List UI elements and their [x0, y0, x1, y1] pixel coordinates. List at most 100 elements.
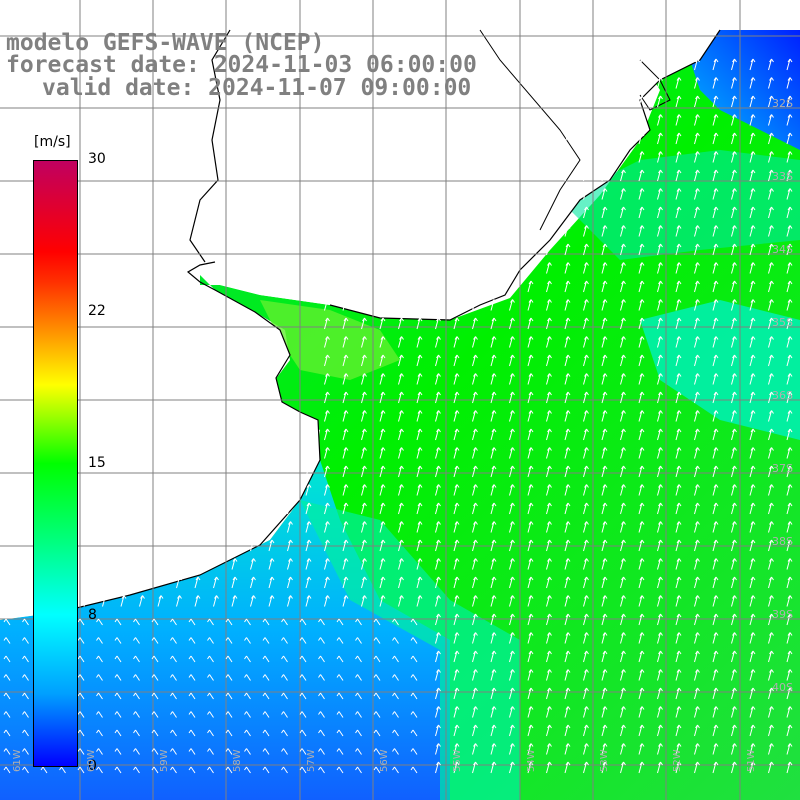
- wind-arrow: [490, 761, 497, 774]
- wind-arrow: [287, 595, 293, 607]
- wind-arrow: [490, 613, 497, 626]
- wind-arrow: [638, 650, 645, 663]
- wind-arrow: [583, 761, 589, 774]
- wind-arrow: [361, 595, 367, 607]
- wind-arrow: [373, 729, 381, 737]
- wind-arrow: [583, 743, 589, 755]
- wind-arrow: [435, 669, 441, 681]
- wind-arrow: [657, 188, 663, 200]
- wind-arrow: [546, 706, 552, 718]
- wind-arrow: [527, 743, 534, 755]
- wind-arrow: [620, 465, 626, 478]
- wind-arrow: [749, 132, 756, 145]
- wind-arrow: [564, 595, 571, 607]
- wind-arrow: [749, 447, 756, 459]
- wind-arrow: [509, 484, 515, 496]
- wind-arrow: [379, 539, 386, 552]
- wind-arrow: [527, 521, 534, 533]
- wind-arrow: [731, 743, 737, 755]
- wind-arrow: [299, 748, 307, 755]
- wind-arrow: [731, 724, 737, 737]
- wind-arrow: [435, 650, 441, 663]
- wind-arrow: [749, 706, 756, 718]
- wind-arrow: [546, 299, 552, 311]
- wind-arrow: [268, 502, 275, 515]
- wind-arrow: [712, 613, 719, 626]
- wind-arrow: [268, 576, 275, 589]
- wind-arrow: [453, 484, 460, 496]
- wind-arrow: [231, 558, 238, 570]
- wind-arrow: [564, 132, 571, 145]
- wind-arrow: [712, 336, 719, 348]
- wind-arrow: [509, 687, 515, 700]
- wind-arrow: [657, 77, 663, 89]
- wind-arrow: [299, 674, 307, 681]
- wind-arrow: [133, 729, 140, 737]
- wind-arrow: [379, 354, 386, 367]
- wind-arrow: [620, 724, 626, 737]
- wind-arrow: [527, 558, 534, 570]
- wind-arrow: [786, 169, 793, 182]
- wind-arrow: [564, 558, 571, 570]
- wind-arrow: [527, 299, 534, 311]
- wind-arrow: [22, 766, 29, 774]
- wind-arrow: [546, 262, 552, 274]
- wind-arrow: [318, 766, 325, 774]
- wind-arrow: [749, 299, 756, 311]
- wind-arrow: [342, 576, 349, 589]
- wind-arrow: [83, 595, 90, 607]
- wind-arrow: [342, 595, 349, 607]
- wind-arrow: [527, 354, 534, 367]
- wind-arrow: [601, 114, 608, 126]
- wind-arrow: [299, 618, 307, 626]
- wind-arrow: [453, 632, 460, 644]
- title-model: modelo GEFS-WAVE (NCEP): [6, 30, 325, 56]
- wind-arrow: [546, 410, 552, 422]
- wind-arrow: [392, 655, 399, 663]
- wind-arrow: [749, 743, 756, 755]
- wind-arrow: [472, 669, 478, 681]
- wind-arrow: [749, 595, 756, 607]
- wind-arrow: [694, 724, 700, 737]
- wind-arrow: [657, 317, 663, 330]
- wind-arrow: [435, 687, 441, 700]
- wind-arrow: [786, 280, 793, 293]
- wind-arrow: [305, 576, 312, 589]
- wind-arrow: [324, 373, 330, 385]
- wind-arrow: [712, 206, 719, 219]
- wind-arrow: [379, 336, 386, 348]
- wind-arrow: [398, 502, 404, 515]
- wind-arrow: [472, 724, 478, 737]
- wind-arrow: [749, 95, 756, 108]
- wind-arrow: [583, 724, 589, 737]
- wind-arrow: [342, 465, 349, 478]
- wind-arrow: [731, 484, 737, 496]
- wind-arrow: [207, 674, 214, 681]
- wind-arrow: [361, 354, 367, 367]
- wind-arrow: [453, 428, 460, 441]
- wind-arrow: [694, 225, 700, 237]
- wind-arrow: [731, 669, 737, 681]
- wind-arrow: [675, 410, 682, 422]
- wind-arrow: [638, 317, 645, 330]
- wind-arrow: [416, 336, 423, 348]
- wind-arrow: [114, 692, 122, 700]
- wind-arrow: [620, 132, 626, 145]
- wind-arrow: [96, 748, 103, 755]
- wind-arrow: [509, 391, 515, 404]
- wind-arrow: [207, 748, 214, 755]
- wind-arrow: [355, 674, 362, 681]
- wind-arrow: [564, 743, 571, 755]
- wind-arrow: [638, 188, 645, 200]
- wind-arrow: [546, 595, 552, 607]
- wind-arrow: [114, 748, 122, 755]
- wind-arrow: [768, 539, 774, 552]
- wind-arrow: [435, 706, 441, 718]
- wind-arrow: [287, 539, 293, 552]
- wind-arrow: [207, 711, 214, 718]
- wind-arrow: [151, 748, 159, 755]
- wind-arrow: [583, 484, 589, 496]
- wind-arrow: [342, 484, 349, 496]
- wind-arrow: [749, 539, 756, 552]
- wind-arrow: [620, 706, 626, 718]
